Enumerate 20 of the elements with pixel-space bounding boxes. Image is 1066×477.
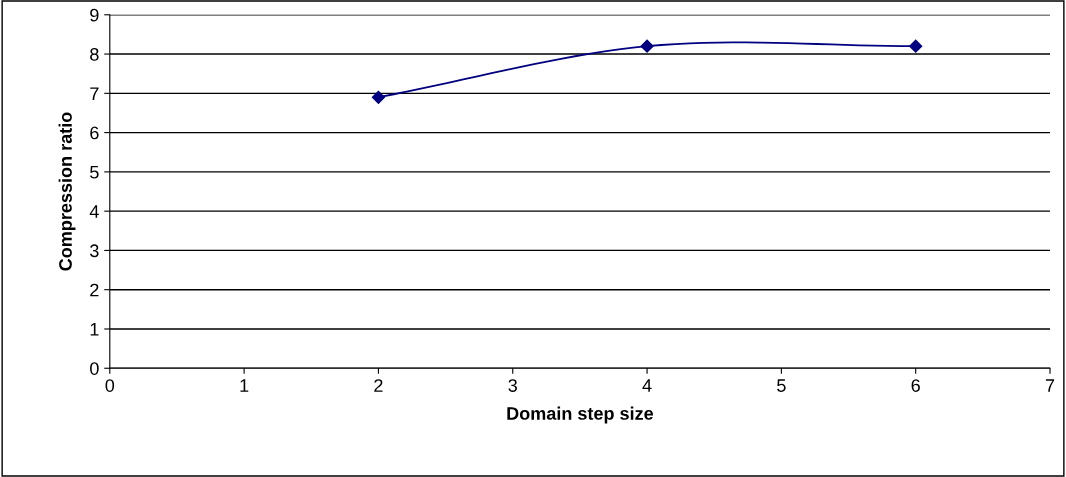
- x-tick-label: 3: [508, 379, 517, 392]
- y-tick-label: 6: [90, 126, 99, 140]
- x-tick-label: 5: [777, 379, 786, 392]
- x-tick-label: 0: [105, 379, 115, 392]
- y-tick-label: 1: [90, 323, 99, 336]
- x-axis-title: Domain step size: [507, 406, 654, 424]
- x-tick-label: 6: [911, 379, 920, 392]
- y-tick-label: 2: [90, 283, 99, 297]
- y-tick-label: 8: [90, 47, 99, 61]
- y-tick-label: 5: [90, 166, 99, 179]
- x-tick-label: 1: [240, 379, 249, 392]
- x-tick-label: 7: [1045, 379, 1055, 392]
- y-axis-title: Compression ratio: [58, 112, 76, 271]
- y-tick-label: 4: [89, 205, 99, 218]
- x-tick-label: 2: [374, 379, 383, 392]
- y-tick-label: 0: [90, 362, 99, 375]
- y-tick-label: 7: [90, 87, 99, 100]
- x-tick-label: 4: [642, 379, 652, 392]
- y-tick-label: 3: [90, 244, 99, 258]
- y-tick-label: 9: [90, 8, 99, 22]
